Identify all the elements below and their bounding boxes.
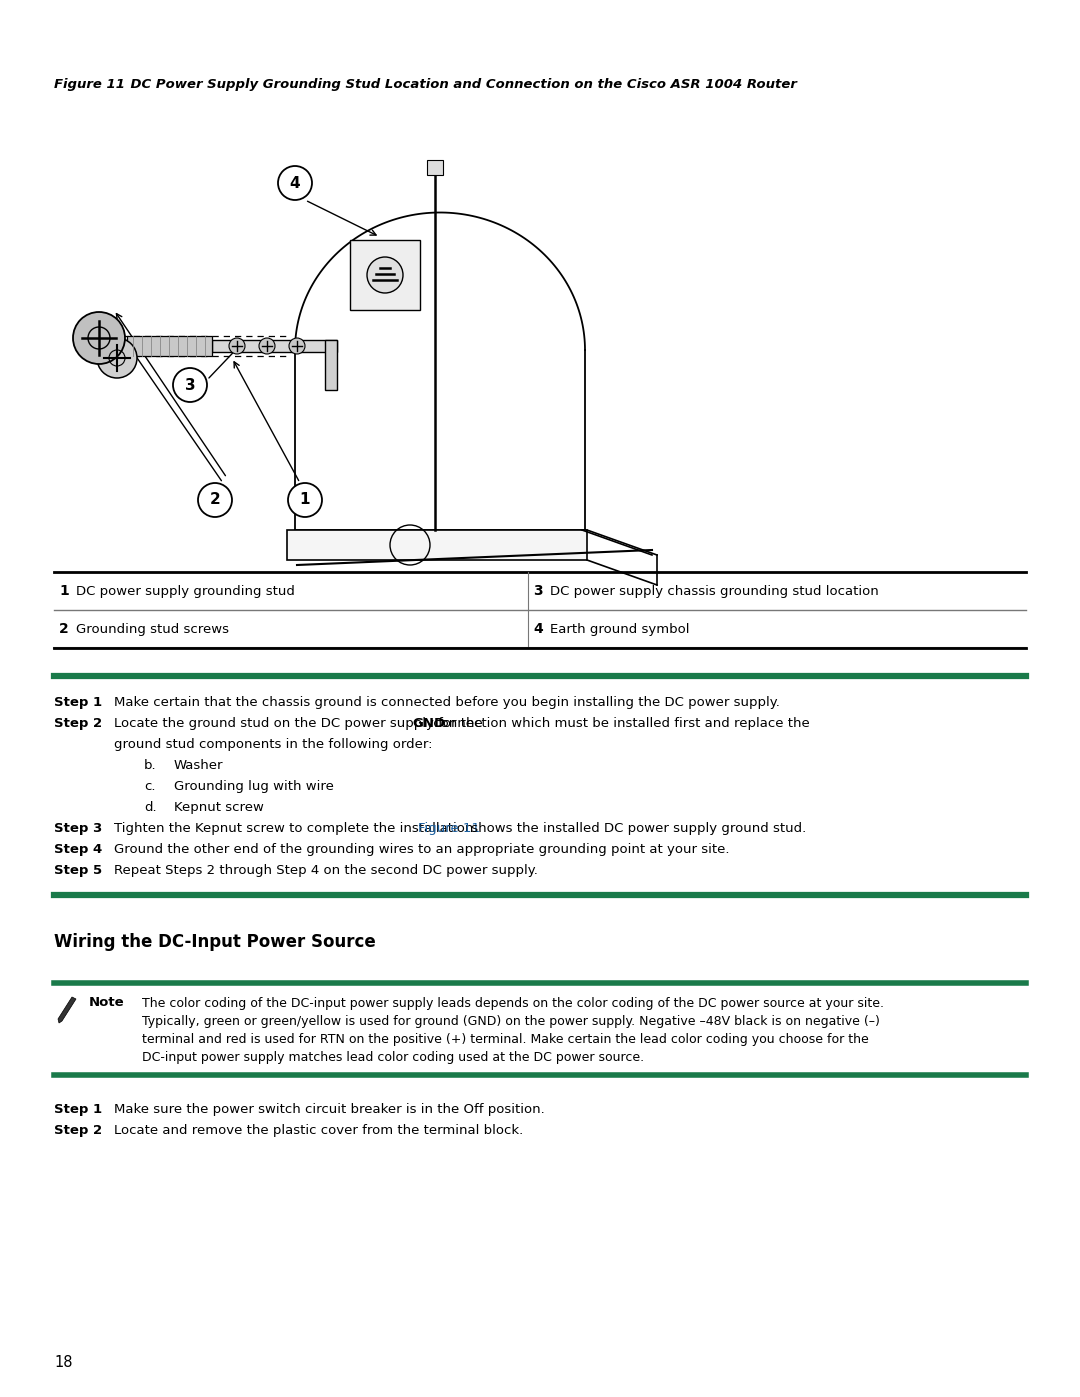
Text: Grounding lug with wire: Grounding lug with wire [174,780,334,793]
Text: Make certain that the chassis ground is connected before you begin installing th: Make certain that the chassis ground is … [114,696,780,710]
Text: Tighten the Kepnut screw to complete the installation.: Tighten the Kepnut screw to complete the… [114,821,482,835]
Text: 1: 1 [59,584,69,598]
Text: c.: c. [144,780,156,793]
Text: 3: 3 [185,377,195,393]
Text: terminal and red is used for RTN on the positive (+) terminal. Make certain the : terminal and red is used for RTN on the … [141,1032,868,1046]
Text: The color coding of the DC-input power supply leads depends on the color coding : The color coding of the DC-input power s… [141,997,885,1010]
Text: Step 2: Step 2 [54,1125,103,1137]
Text: 2: 2 [210,493,220,507]
Circle shape [97,338,137,379]
Text: connection which must be installed first and replace the: connection which must be installed first… [430,717,810,731]
Text: 18: 18 [54,1355,72,1370]
Circle shape [367,257,403,293]
Text: DC-input power supply matches lead color coding used at the DC power source.: DC-input power supply matches lead color… [141,1051,644,1065]
Polygon shape [127,337,212,356]
Text: Figure 11: Figure 11 [54,78,125,91]
Text: shows the installed DC power supply ground stud.: shows the installed DC power supply grou… [468,821,807,835]
Circle shape [289,338,305,353]
Text: Washer: Washer [174,759,224,773]
Circle shape [229,338,245,353]
Text: Locate and remove the plastic cover from the terminal block.: Locate and remove the plastic cover from… [114,1125,523,1137]
Text: 4: 4 [534,622,543,636]
Text: 4: 4 [289,176,300,190]
Circle shape [259,338,275,353]
Text: ground stud components in the following order:: ground stud components in the following … [114,738,432,752]
Text: Typically, green or green/yellow is used for ground (GND) on the power supply. N: Typically, green or green/yellow is used… [141,1016,880,1028]
Polygon shape [325,339,337,390]
Text: Wiring the DC-Input Power Source: Wiring the DC-Input Power Source [54,933,376,951]
Text: Repeat Steps 2 through Step 4 on the second DC power supply.: Repeat Steps 2 through Step 4 on the sec… [114,863,538,877]
Text: Step 3: Step 3 [54,821,103,835]
Text: Kepnut screw: Kepnut screw [174,800,264,814]
Text: 3: 3 [534,584,542,598]
Circle shape [198,483,232,517]
Polygon shape [58,997,76,1023]
Text: b.: b. [144,759,157,773]
Text: Step 5: Step 5 [54,863,103,877]
Text: Ground the other end of the grounding wires to an appropriate grounding point at: Ground the other end of the grounding wi… [114,842,729,856]
Polygon shape [427,161,443,175]
Text: Step 2: Step 2 [54,717,103,731]
Text: DC Power Supply Grounding Stud Location and Connection on the Cisco ASR 1004 Rou: DC Power Supply Grounding Stud Location … [112,78,797,91]
Text: Earth ground symbol: Earth ground symbol [550,623,689,636]
Polygon shape [350,240,420,310]
Circle shape [288,483,322,517]
Text: Grounding stud screws: Grounding stud screws [76,623,229,636]
Text: Figure 11: Figure 11 [418,821,480,835]
Text: Make sure the power switch circuit breaker is in the Off position.: Make sure the power switch circuit break… [114,1104,544,1116]
Text: DC power supply chassis grounding stud location: DC power supply chassis grounding stud l… [550,584,879,598]
Text: Step 1: Step 1 [54,1104,103,1116]
Polygon shape [212,339,337,352]
Text: GND: GND [413,717,445,731]
Text: Locate the ground stud on the DC power supply for the: Locate the ground stud on the DC power s… [114,717,487,731]
Circle shape [73,312,125,365]
Text: d.: d. [144,800,157,814]
Polygon shape [287,529,588,560]
Text: DC power supply grounding stud: DC power supply grounding stud [76,584,295,598]
Circle shape [278,166,312,200]
Text: Step 4: Step 4 [54,842,103,856]
Text: 1: 1 [300,493,310,507]
Circle shape [173,367,207,402]
Text: 2: 2 [59,622,69,636]
Text: Note: Note [89,996,124,1009]
Text: Step 1: Step 1 [54,696,103,710]
